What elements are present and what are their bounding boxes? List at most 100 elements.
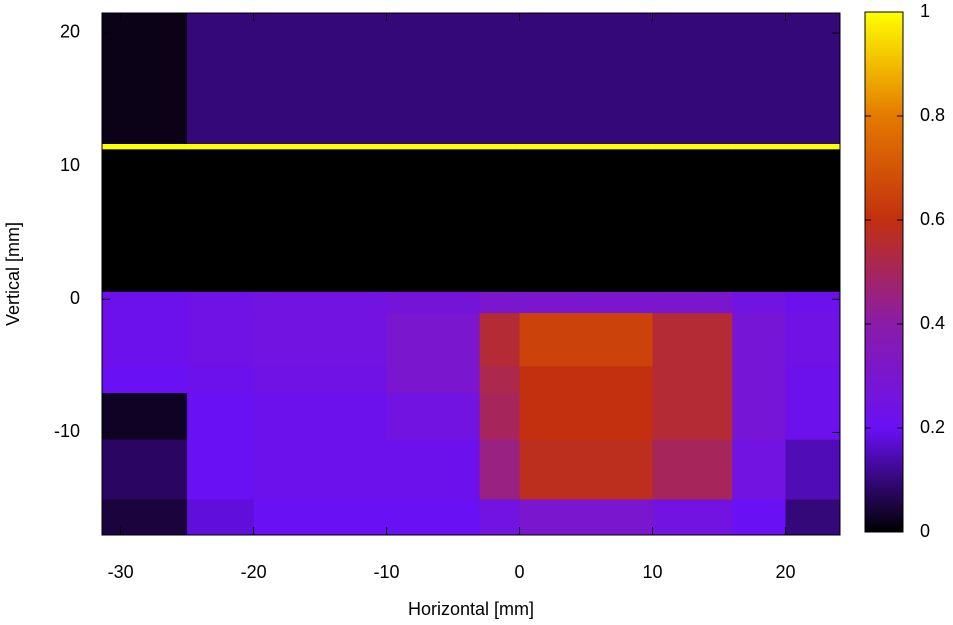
heat-cell [187,291,255,314]
heat-cell [652,439,733,500]
heat-cell [785,13,841,144]
plot-frame [101,12,841,536]
heat-cell [732,392,786,440]
heat-cell [102,312,188,367]
heat-cell [732,143,786,150]
heat-cell [253,143,388,150]
heat-cell [386,499,481,536]
heat-cell [253,365,388,394]
heat-cell [253,312,388,367]
heat-cell [102,392,188,440]
heat-cell [785,499,841,536]
heat-cell [386,291,481,314]
heat-cell [652,13,733,144]
heat-cell [732,148,786,292]
heat-cell [102,148,188,292]
heat-cell [519,499,587,536]
x-tick-label: -10 [374,562,400,582]
heat-cell [586,143,654,150]
heat-cell [253,148,388,292]
heat-cell [187,148,255,292]
heat-cell [586,365,654,394]
heat-cell [785,291,841,314]
y-tick-label: 20 [60,22,80,42]
colorbar-tick-label: 1 [920,1,930,21]
heat-cell [652,148,733,292]
heat-cell [586,392,654,440]
x-tick-label: -20 [241,562,267,582]
heat-cell [586,439,654,500]
heat-cell [732,365,786,394]
heat-cell [479,499,521,536]
colorbar-tick-label: 0.8 [920,105,945,125]
x-tick-label: 0 [515,562,525,582]
heat-cell [102,439,188,500]
heat-cell [479,365,521,394]
heat-cell [479,148,521,292]
heat-cell [479,13,521,144]
heat-cell [253,439,388,500]
heat-cell [785,365,841,394]
heat-cell [652,312,733,367]
heat-cell [386,392,481,440]
heat-cell [652,392,733,440]
heat-cell [187,143,255,150]
heat-cell [519,439,587,500]
heat-cell [785,148,841,292]
y-axis-label: Vertical [mm] [3,222,23,326]
heat-cell [187,499,255,536]
heat-cell [652,143,733,150]
heat-cell [519,291,587,314]
heat-cell [386,365,481,394]
heat-cell [386,312,481,367]
heat-cell [732,312,786,367]
heat-cell [479,392,521,440]
colorbar-tick-label: 0 [920,521,930,541]
x-tick-label: -30 [108,562,134,582]
heat-cell [253,291,388,314]
heat-cell [519,365,587,394]
heat-cell [253,392,388,440]
heat-cell [519,392,587,440]
heat-cell [652,365,733,394]
heat-cell [479,312,521,367]
heat-cell [479,143,521,150]
heat-cell [732,439,786,500]
y-tick-label: 0 [70,288,80,308]
heat-cell [253,499,388,536]
heat-cell [187,312,255,367]
colorbar-tick-label: 0.6 [920,209,945,229]
x-axis-label: Horizontal [mm] [408,599,534,619]
heat-cell [586,312,654,367]
heat-cell [102,143,188,150]
heat-cell [519,143,587,150]
heat-cell [102,365,188,394]
heat-cell [519,13,587,144]
heat-cell [386,439,481,500]
heat-cell [187,365,255,394]
heat-cell [386,148,481,292]
heat-cell [386,13,481,144]
heat-cell [785,143,841,150]
heat-cell [253,13,388,144]
heat-cell [479,291,521,314]
heat-cell [732,13,786,144]
colorbar-tick-label: 0.4 [920,313,945,333]
heat-cell [652,499,733,536]
heat-cell [187,392,255,440]
heat-cell [785,439,841,500]
heat-cell [586,13,654,144]
colorbar [864,11,904,533]
x-tick-label: 10 [642,562,662,582]
heat-cell [519,148,587,292]
heat-cell [102,291,188,314]
heat-cell [479,439,521,500]
heat-cell [732,499,786,536]
heat-cell [785,392,841,440]
heat-cell [652,291,733,314]
heat-cell [586,291,654,314]
heat-cell [102,499,188,536]
heat-cell [732,291,786,314]
heat-cell [187,439,255,500]
